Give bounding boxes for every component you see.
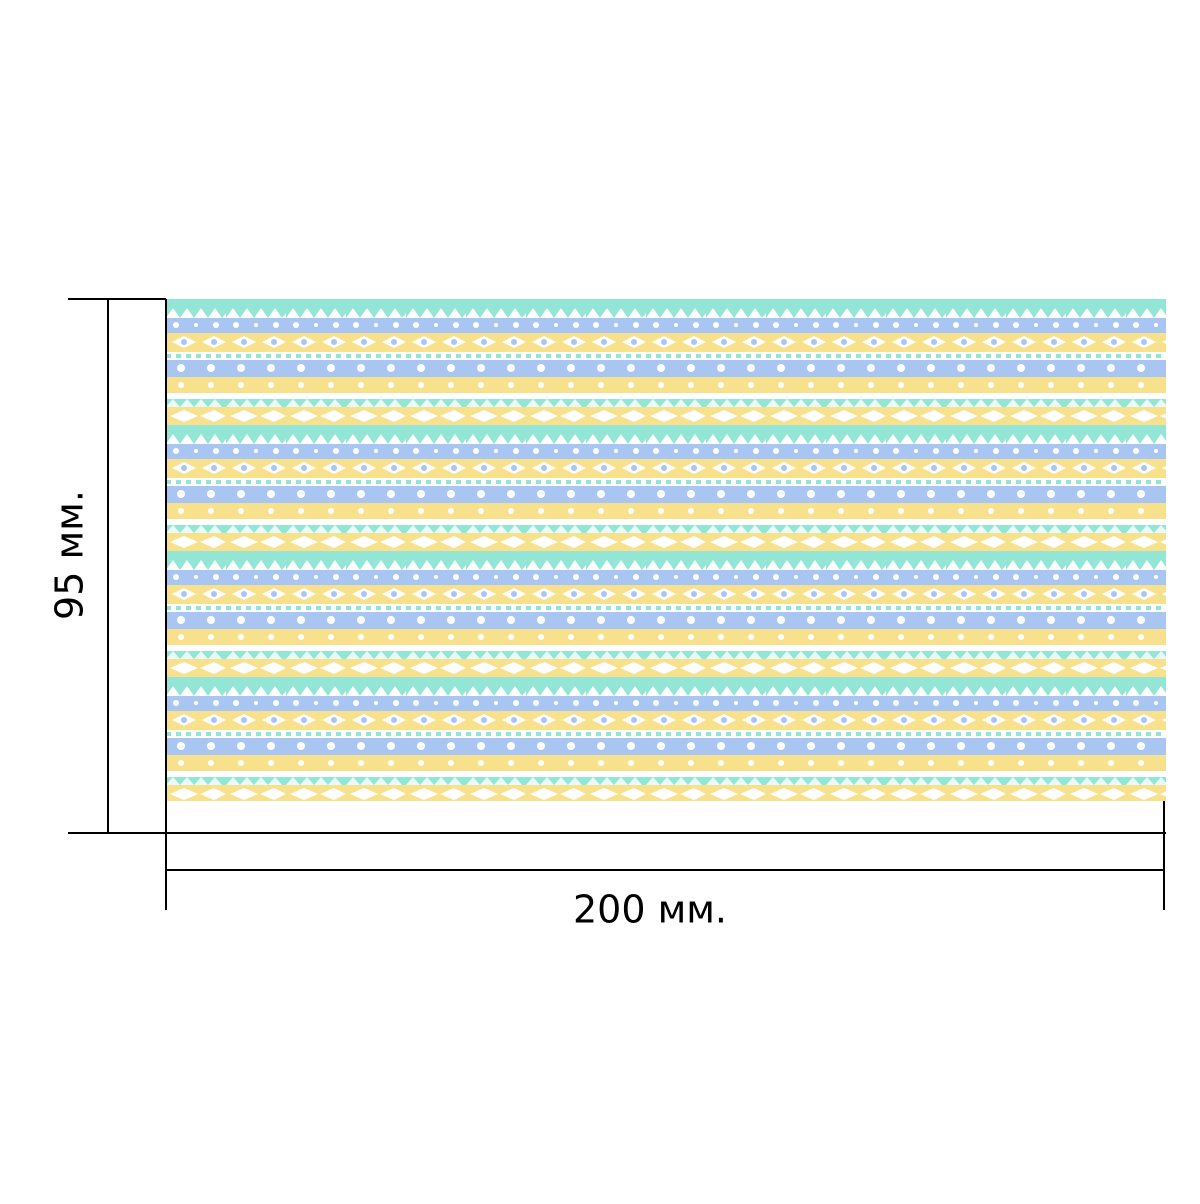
height-label: 95 мм. [48,490,92,620]
width-label: 200 мм. [573,888,727,932]
dimension-lines [68,298,1166,910]
pattern-sheet [166,299,1166,801]
